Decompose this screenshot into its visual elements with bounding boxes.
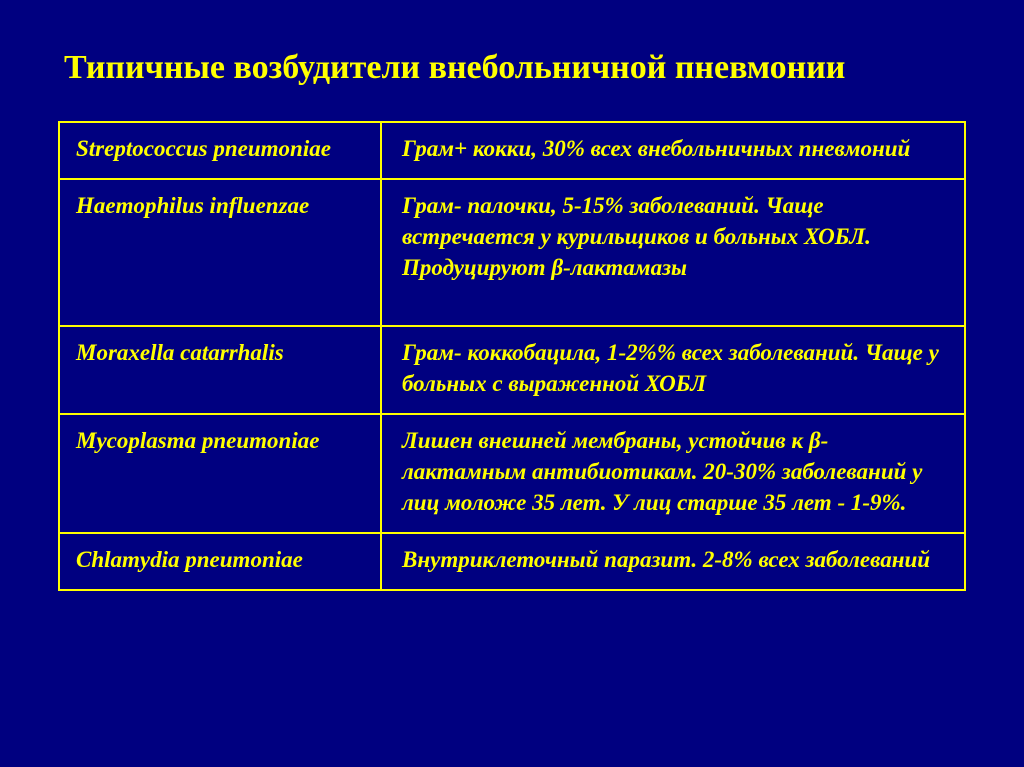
slide: Типичные возбудители внебольничной пневм… [0, 0, 1024, 767]
table-row: Chlamydia pneumoniae Внутриклеточный пар… [59, 533, 965, 590]
pathogen-description: Лишен внешней мембраны, устойчив к β-лак… [381, 414, 965, 533]
slide-title: Типичные возбудители внебольничной пневм… [64, 48, 966, 89]
pathogen-description: Внутриклеточный паразит. 2-8% всех забол… [381, 533, 965, 590]
pathogens-table: Streptococcus pneumoniae Грам+ кокки, 30… [58, 121, 966, 591]
pathogen-name: Mycoplasma pneumoniae [59, 414, 381, 533]
pathogen-name: Moraxella catarrhalis [59, 326, 381, 414]
pathogen-description: Грам+ кокки, 30% всех внебольничных пнев… [381, 122, 965, 179]
pathogen-name: Streptococcus pneumoniae [59, 122, 381, 179]
table-row: Mycoplasma pneumoniae Лишен внешней мемб… [59, 414, 965, 533]
table-row: Streptococcus pneumoniae Грам+ кокки, 30… [59, 122, 965, 179]
pathogen-description: Грам- коккобацила, 1-2%% всех заболевани… [381, 326, 965, 414]
pathogen-name: Chlamydia pneumoniae [59, 533, 381, 590]
table-row: Moraxella catarrhalis Грам- коккобацила,… [59, 326, 965, 414]
table-row: Haemophilus influenzae Грам- палочки, 5-… [59, 179, 965, 326]
pathogen-description: Грам- палочки, 5-15% заболеваний. Чаще в… [381, 179, 965, 326]
pathogen-name: Haemophilus influenzae [59, 179, 381, 326]
